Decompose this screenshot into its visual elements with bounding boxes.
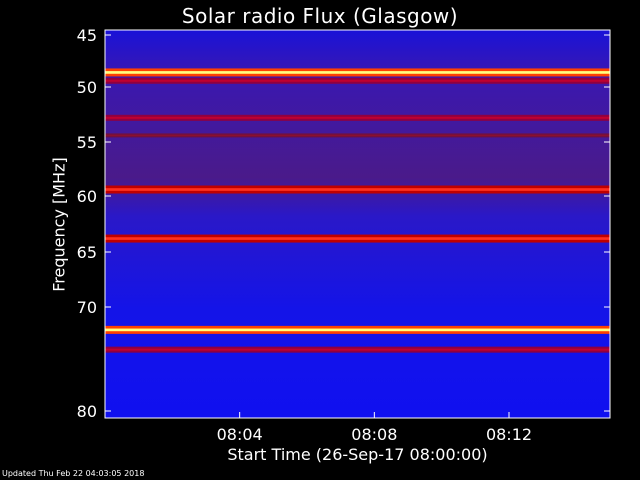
y-tick-label-55: 55 — [77, 133, 97, 152]
emission-band-core-3 — [105, 134, 610, 137]
y-axis-label: Frequency [MHz] — [49, 157, 69, 292]
emission-band-core-0 — [105, 71, 610, 74]
x-tick-label-1: 08:08 — [351, 425, 397, 444]
y-tick-label-50: 50 — [77, 78, 97, 97]
plot-area — [105, 30, 610, 418]
y-tick-label-70: 70 — [77, 298, 97, 317]
x-tick-label-0: 08:04 — [217, 425, 263, 444]
x-axis-label: Start Time (26-Sep-17 08:00:00) — [227, 445, 488, 464]
emission-band-core-7 — [105, 348, 610, 351]
y-tick-label-60: 60 — [77, 187, 97, 206]
x-tick-label-2: 08:12 — [486, 425, 532, 444]
updated-timestamp: Updated Thu Feb 22 04:03:05 2018 — [2, 469, 145, 478]
y-tick-label-80: 80 — [77, 402, 97, 421]
emission-band-core-5 — [105, 237, 610, 240]
y-tick-label-65: 65 — [77, 243, 97, 262]
chart-title: Solar radio Flux (Glasgow) — [181, 4, 459, 28]
emission-band-core-2 — [105, 116, 610, 119]
emission-band-core-6 — [105, 328, 610, 332]
emission-band-core-1 — [105, 79, 610, 82]
y-tick-label-45: 45 — [77, 26, 97, 45]
emission-band-core-4 — [105, 188, 610, 191]
plot-frame — [104, 29, 611, 419]
